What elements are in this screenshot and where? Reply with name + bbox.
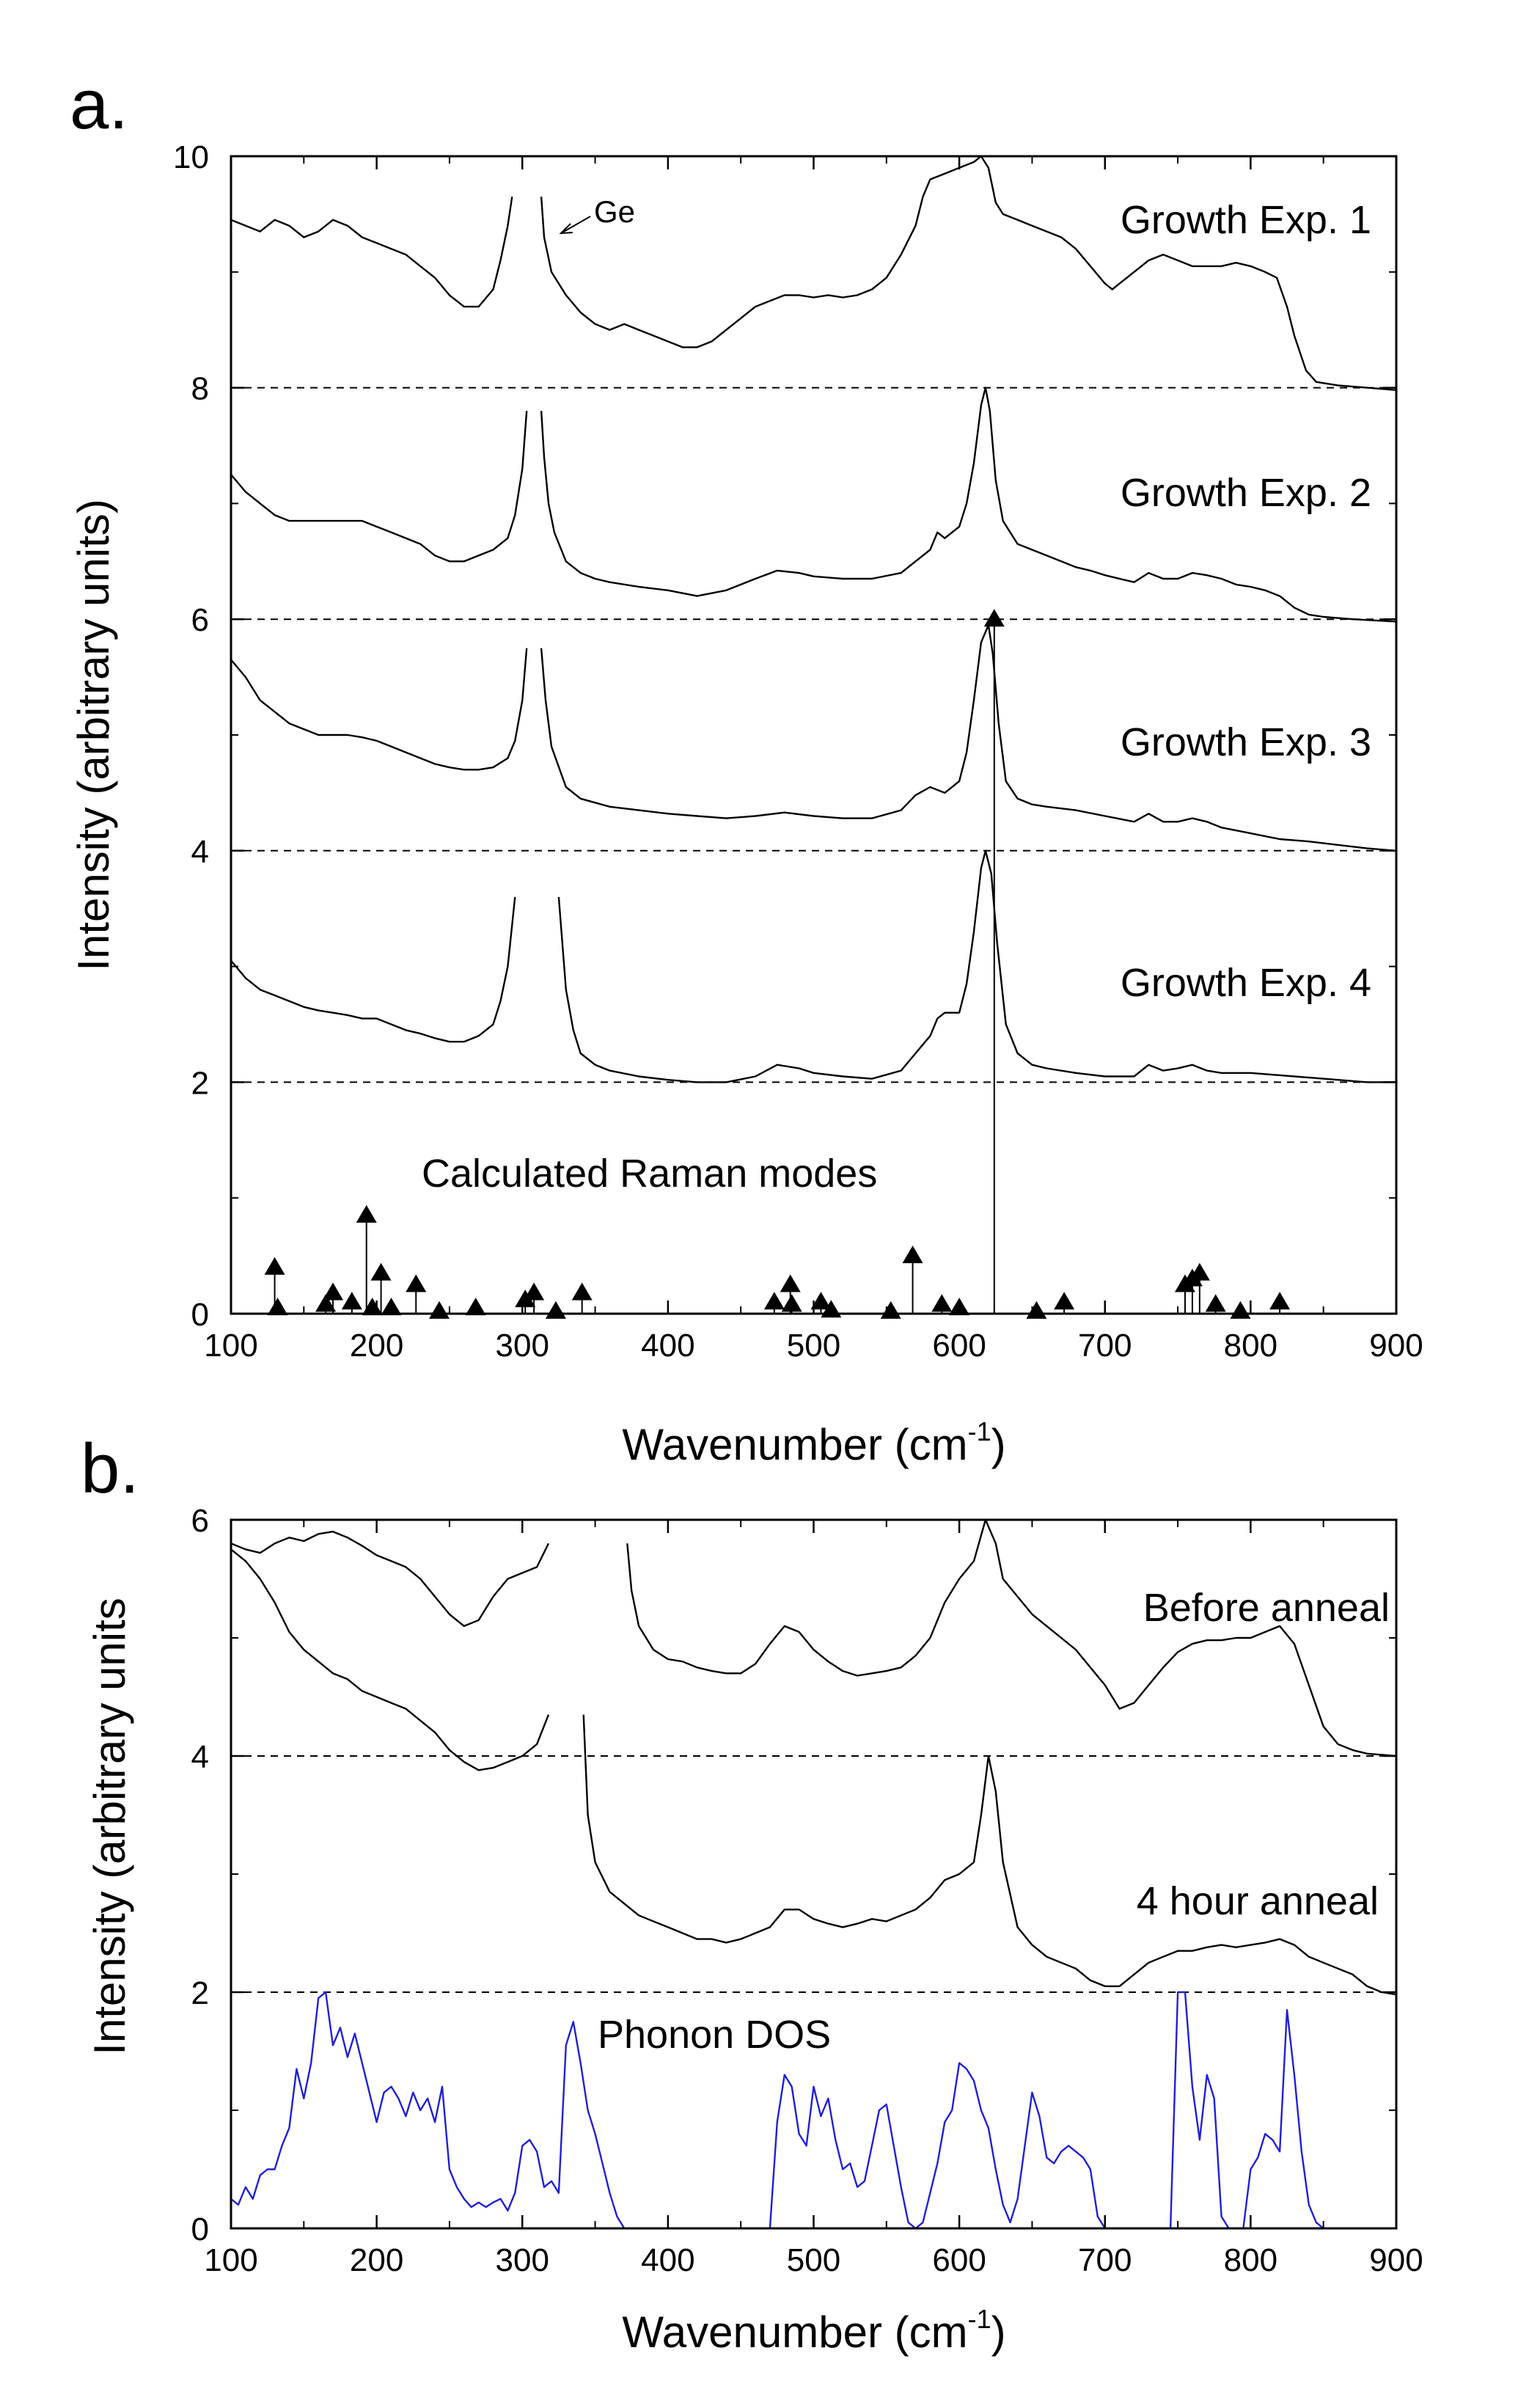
panel-a-chart: 100 200 300 400 500 600 700 800 900 0 2 4 6 8 10 Growt… (69, 139, 1423, 1469)
mode-marker-19 (781, 1294, 802, 1312)
mode-marker-28 (1054, 1292, 1075, 1310)
series-before-anneal-segment-2 (626, 1518, 1397, 1757)
mode-marker-23 (902, 1245, 923, 1264)
ytick-label-8: 8 (191, 371, 209, 407)
mode-marker-12 (465, 1298, 486, 1316)
series-growth-exp-2-segment-1 (230, 411, 528, 563)
ge-pointer-arrow (559, 216, 591, 235)
series-before-anneal-segment-1 (230, 1530, 550, 1628)
ytick-label-10: 10 (173, 139, 209, 175)
mode-marker-6 (356, 1204, 377, 1223)
series-growth-exp-4-segment-1 (230, 896, 516, 1043)
ytick-label-4: 4 (191, 834, 209, 870)
xtick-label-800: 800 (1224, 1328, 1277, 1364)
series-growth-exp-3-segment-1 (230, 648, 528, 771)
mode-marker-14 (524, 1282, 545, 1300)
mode-marker-11 (429, 1300, 450, 1319)
xtick-label-200: 200 (350, 1328, 403, 1364)
label-before-anneal: Before anneal (1143, 1586, 1390, 1630)
xtick-label-200: 200 (350, 2242, 403, 2278)
mode-marker-8 (370, 1262, 392, 1281)
ge-peak-label: Ge (594, 194, 635, 229)
xtick-label-300: 300 (496, 1328, 549, 1364)
series-growth-exp-3-segment-2 (540, 623, 1397, 852)
panel-b-series (230, 1518, 1397, 2230)
label-growth-exp-4: Growth Exp. 4 (1121, 961, 1371, 1005)
ytick-label-0: 0 (191, 1297, 209, 1333)
series-growth-exp-2-segment-2 (540, 387, 1397, 623)
mode-marker-31 (1189, 1262, 1210, 1281)
mode-marker-10 (406, 1274, 427, 1292)
xtick-label-500: 500 (787, 2242, 840, 2278)
mode-marker-24 (931, 1294, 953, 1312)
mode-marker-20 (810, 1292, 832, 1310)
mode-marker-22 (880, 1300, 901, 1319)
mode-marker-18 (780, 1274, 801, 1292)
xtick-label-400: 400 (641, 2242, 694, 2278)
panel-b-ylabel: Intensity (arbitrary units (85, 1598, 134, 2055)
xtick-label-400: 400 (641, 1328, 694, 1364)
panel-b-label: b. (81, 1430, 139, 1508)
label-4-hour-anneal: 4 hour anneal (1137, 1879, 1379, 1923)
mode-marker-3 (315, 1294, 337, 1312)
xtick-label-300: 300 (496, 2242, 549, 2278)
xtick-label-600: 600 (932, 2242, 986, 2278)
mode-marker-4 (323, 1282, 344, 1300)
mode-marker-9 (381, 1298, 402, 1316)
mode-marker-34 (1269, 1292, 1291, 1310)
mode-marker-33 (1230, 1300, 1251, 1319)
panel-b-baselines (231, 1755, 1396, 1993)
label-growth-exp-2: Growth Exp. 2 (1121, 471, 1371, 515)
ytick-label-6: 6 (191, 1503, 209, 1539)
xtick-label-900: 900 (1369, 2242, 1423, 2278)
label-growth-exp-1: Growth Exp. 1 (1121, 198, 1371, 242)
panel-a-label: a. (70, 65, 128, 144)
panel-a-xlabel: Wavenumber (cm-1) (622, 1416, 1005, 1469)
mode-marker-5 (341, 1292, 362, 1310)
ytick-label-0: 0 (191, 2211, 209, 2247)
xtick-label-500: 500 (787, 1328, 840, 1364)
series-4-hour-anneal-segment-2 (582, 1714, 1397, 1996)
panel-a-series (230, 155, 1397, 1083)
xtick-label-900: 900 (1369, 1328, 1423, 1364)
xtick-label-700: 700 (1078, 2242, 1132, 2278)
panel-b-chart: 100 200 300 400 500 600 700 800 900 0 2 4 6 Before a… (85, 1503, 1423, 2357)
series-growth-exp-1-segment-1 (230, 197, 513, 308)
mode-marker-16 (571, 1282, 593, 1300)
label-phonon-dos: Phonon DOS (598, 2013, 831, 2057)
panel-a-ylabel: Intensity (arbitrary units) (69, 499, 118, 971)
series-growth-exp-4-segment-2 (557, 849, 1396, 1083)
panel-b-ticks: 100 200 300 400 500 600 700 800 900 0 2 4 6 (191, 1503, 1423, 2278)
mode-marker-27 (1026, 1300, 1047, 1319)
xtick-label-100: 100 (204, 2242, 257, 2278)
mode-marker-17 (763, 1292, 785, 1310)
series-phonon-dos-segment-1 (230, 1991, 1396, 2230)
mode-marker-15 (545, 1300, 566, 1319)
xtick-label-700: 700 (1078, 1328, 1132, 1364)
series-4-hour-anneal-segment-1 (230, 1548, 550, 1771)
label-calculated-raman-modes: Calculated Raman modes (422, 1152, 877, 1196)
mode-marker-26 (983, 609, 1005, 627)
mode-marker-2 (267, 1298, 288, 1316)
mode-marker-32 (1205, 1294, 1226, 1312)
panel-a-ticks: 100 200 300 400 500 600 700 800 900 0 2 4 6 8 10 (173, 139, 1423, 1364)
label-growth-exp-3: Growth Exp. 3 (1121, 720, 1371, 764)
ytick-label-6: 6 (191, 602, 209, 638)
series-growth-exp-1-segment-2 (540, 155, 1397, 391)
ytick-label-2: 2 (191, 1975, 209, 2011)
panel-a-baselines (231, 387, 1396, 1083)
ytick-label-2: 2 (191, 1065, 209, 1101)
xtick-label-800: 800 (1224, 2242, 1277, 2278)
panel-b-xlabel: Wavenumber (cm-1) (622, 2304, 1005, 2357)
ytick-label-4: 4 (191, 1739, 209, 1775)
xtick-label-100: 100 (204, 1328, 257, 1364)
xtick-label-600: 600 (932, 1328, 986, 1364)
mode-marker-1 (264, 1256, 285, 1275)
